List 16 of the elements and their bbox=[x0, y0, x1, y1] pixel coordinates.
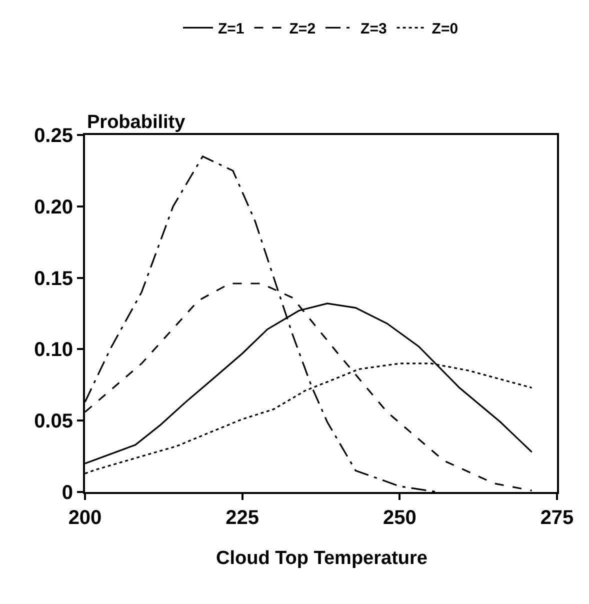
x-tick-label: 250 bbox=[382, 507, 416, 529]
y-tick-label: 0.15 bbox=[34, 268, 73, 290]
legend-label: Z=1 bbox=[218, 20, 244, 38]
x-tick-label: 225 bbox=[226, 507, 260, 529]
x-axis-title: Cloud Top Temperature bbox=[216, 548, 428, 569]
legend-label: Z=2 bbox=[289, 20, 316, 38]
x-tick-label: 275 bbox=[540, 507, 574, 529]
legend-label: Z=0 bbox=[432, 20, 458, 38]
x-tick-label: 200 bbox=[68, 507, 102, 529]
y-tick-label: 0 bbox=[62, 482, 73, 504]
y-tick-label: 0.20 bbox=[34, 196, 73, 218]
legend-label: Z=3 bbox=[360, 20, 387, 38]
y-tick-label: 0.25 bbox=[34, 125, 73, 147]
y-axis-title: Probability bbox=[87, 112, 186, 133]
y-tick-label: 0.05 bbox=[34, 410, 73, 433]
y-tick-label: 0.10 bbox=[34, 339, 73, 362]
